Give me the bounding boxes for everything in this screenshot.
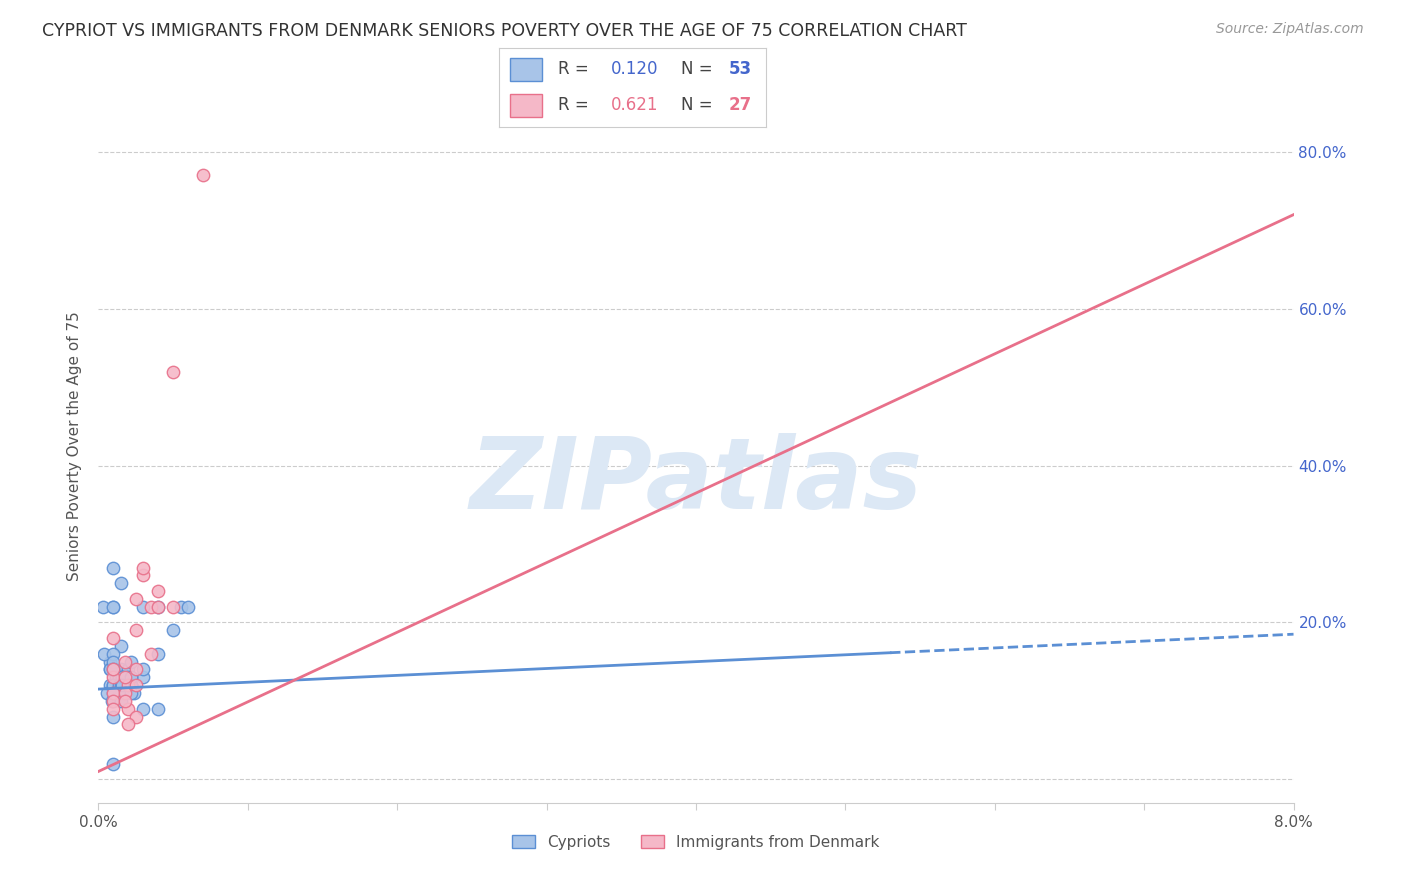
Text: N =: N =	[681, 96, 717, 114]
Point	[108, 678, 131, 692]
Point	[125, 678, 148, 692]
Point	[103, 655, 125, 669]
Legend: Cypriots, Immigrants from Denmark: Cypriots, Immigrants from Denmark	[506, 829, 886, 855]
Point	[103, 599, 125, 614]
Point	[98, 678, 122, 692]
Point	[120, 655, 142, 669]
Point	[139, 647, 162, 661]
Point	[103, 647, 125, 661]
Point	[117, 670, 139, 684]
Point	[103, 702, 125, 716]
Point	[103, 756, 125, 771]
Point	[91, 599, 114, 614]
FancyBboxPatch shape	[510, 58, 541, 81]
Point	[93, 647, 115, 661]
Point	[103, 560, 125, 574]
Point	[103, 663, 125, 677]
Point	[117, 678, 139, 692]
Text: CYPRIOT VS IMMIGRANTS FROM DENMARK SENIORS POVERTY OVER THE AGE OF 75 CORRELATIO: CYPRIOT VS IMMIGRANTS FROM DENMARK SENIO…	[42, 22, 967, 40]
Point	[120, 686, 142, 700]
Point	[103, 599, 125, 614]
Point	[148, 647, 170, 661]
Point	[111, 670, 134, 684]
Point	[125, 663, 148, 677]
Point	[110, 678, 132, 692]
Point	[114, 694, 136, 708]
Point	[103, 694, 125, 708]
Point	[108, 670, 131, 684]
Text: Source: ZipAtlas.com: Source: ZipAtlas.com	[1216, 22, 1364, 37]
Point	[110, 663, 132, 677]
Point	[162, 599, 184, 614]
Point	[117, 717, 139, 731]
Text: 27: 27	[728, 96, 752, 114]
Point	[110, 694, 132, 708]
Point	[120, 678, 142, 692]
Point	[132, 663, 155, 677]
Point	[169, 599, 191, 614]
Point	[132, 568, 155, 582]
Point	[105, 670, 128, 684]
Point	[148, 702, 170, 716]
Point	[139, 599, 162, 614]
Point	[132, 702, 155, 716]
Point	[114, 686, 136, 700]
Text: 53: 53	[728, 61, 752, 78]
Text: 0.621: 0.621	[612, 96, 659, 114]
Text: R =: R =	[558, 61, 593, 78]
Point	[103, 670, 125, 684]
Point	[117, 702, 139, 716]
Point	[114, 655, 136, 669]
Point	[110, 639, 132, 653]
Point	[177, 599, 200, 614]
Point	[120, 670, 142, 684]
Point	[103, 631, 125, 645]
Point	[114, 670, 136, 684]
Point	[120, 678, 142, 692]
Point	[120, 678, 142, 692]
Point	[110, 686, 132, 700]
Point	[98, 663, 122, 677]
Point	[125, 624, 148, 638]
Point	[111, 686, 134, 700]
Text: R =: R =	[558, 96, 593, 114]
Point	[124, 686, 146, 700]
Point	[132, 670, 155, 684]
Point	[120, 670, 142, 684]
Point	[125, 709, 148, 723]
Point	[148, 599, 170, 614]
Point	[125, 591, 148, 606]
Point	[132, 560, 155, 574]
Point	[103, 678, 125, 692]
Point	[98, 655, 122, 669]
Point	[103, 686, 125, 700]
Point	[110, 576, 132, 591]
Point	[162, 364, 184, 378]
Point	[162, 624, 184, 638]
Point	[103, 678, 125, 692]
Point	[132, 599, 155, 614]
Text: 0.120: 0.120	[612, 61, 659, 78]
Point	[114, 670, 136, 684]
Y-axis label: Seniors Poverty Over the Age of 75: Seniors Poverty Over the Age of 75	[67, 311, 83, 581]
Point	[103, 663, 125, 677]
Text: ZIPatlas: ZIPatlas	[470, 434, 922, 530]
Point	[148, 584, 170, 599]
FancyBboxPatch shape	[510, 94, 541, 117]
Point	[98, 663, 122, 677]
Point	[117, 663, 139, 677]
Point	[148, 599, 170, 614]
Point	[103, 709, 125, 723]
Point	[96, 686, 118, 700]
Point	[111, 670, 134, 684]
Text: N =: N =	[681, 61, 717, 78]
Point	[101, 694, 124, 708]
Point	[111, 678, 134, 692]
Point	[103, 686, 125, 700]
Point	[191, 169, 214, 183]
